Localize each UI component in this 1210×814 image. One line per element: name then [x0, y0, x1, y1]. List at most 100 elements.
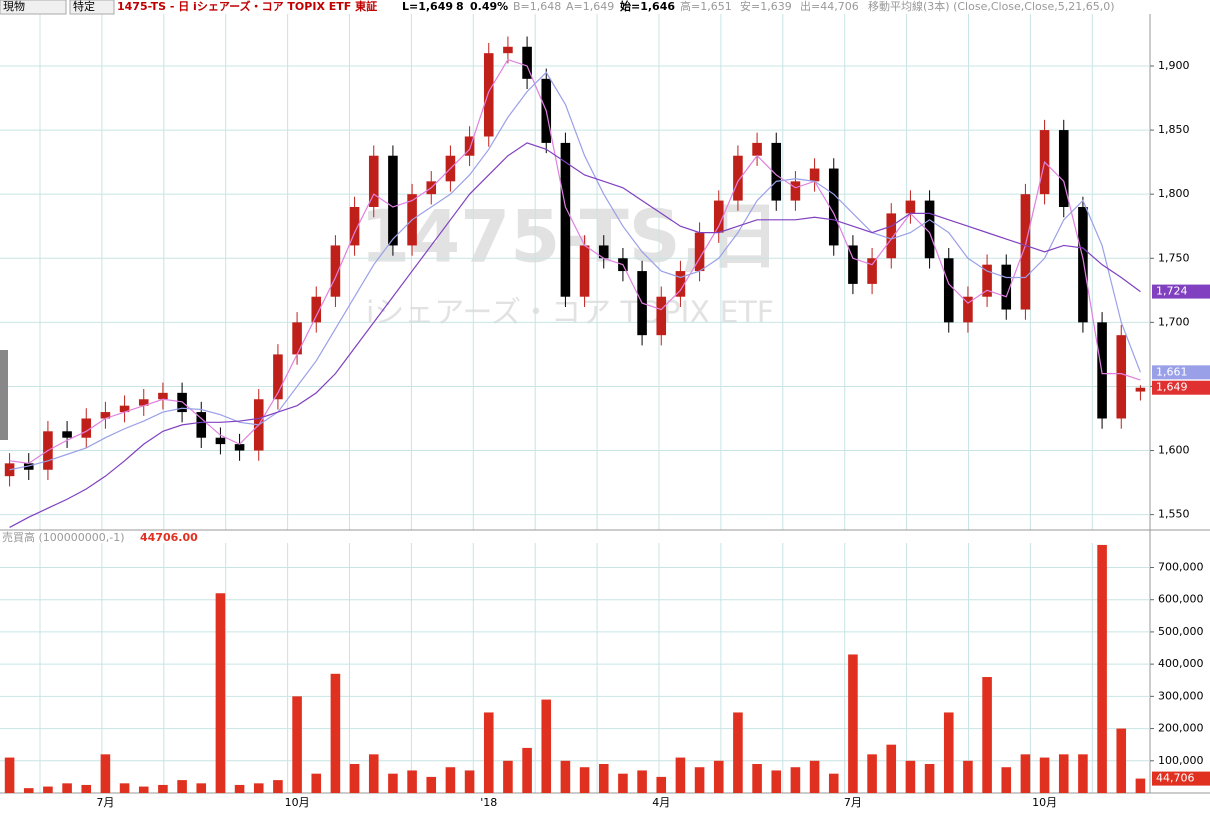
y-tick-label: 1,600: [1158, 444, 1190, 457]
volume-bar: [848, 654, 858, 793]
tax-select[interactable]: [69, 0, 115, 15]
header-ask: A=1,649: [566, 0, 614, 13]
x-tick-label: '18: [480, 796, 497, 809]
candle-body: [349, 206, 360, 246]
x-tick-label: 10月: [1032, 796, 1057, 809]
volume-current: 44706.00: [140, 531, 198, 544]
y-tick-label: 700,000: [1158, 560, 1204, 573]
volume-bar: [905, 760, 916, 793]
candle-body: [81, 418, 92, 438]
moving-average: [9, 71, 1141, 471]
candle-body: [330, 245, 341, 297]
volume-bar: [713, 760, 724, 793]
volume-bar: [924, 764, 935, 793]
candle-body: [828, 168, 839, 246]
tax-text: 特定: [73, 0, 95, 13]
candle-body: [273, 354, 283, 400]
volume-bar: [138, 786, 149, 793]
volume-bar: [23, 788, 34, 793]
account-select[interactable]: [0, 0, 67, 15]
header-open: 始=1,646: [620, 0, 675, 13]
candle-body: [924, 200, 935, 259]
volume-bar: [215, 593, 226, 793]
x-tick-label: 4月: [652, 796, 670, 809]
candle-body: [1058, 130, 1069, 207]
candle-body: [867, 258, 877, 284]
header-indicator: 移動平均線(3本) (Close,Close,Close,5,21,65,0): [868, 0, 1115, 13]
last-value-label: 44,706: [1156, 772, 1195, 785]
volume-bar: [1001, 767, 1012, 793]
candle-body: [579, 245, 590, 297]
volume-bar: [177, 780, 187, 793]
y-tick-label: 400,000: [1158, 657, 1204, 670]
moving-average: [9, 58, 1141, 464]
candle-body: [464, 136, 475, 156]
candle-body: [483, 53, 494, 137]
volume-bar: [790, 767, 801, 793]
volume-bar: [388, 773, 398, 793]
candle-body: [158, 392, 168, 400]
account-text: 現物: [3, 0, 25, 13]
candle-body: [809, 168, 820, 182]
candle-body: [62, 431, 72, 438]
volume-bar: [963, 760, 973, 793]
volume-bar: [809, 760, 820, 793]
volume-bar: [234, 784, 245, 793]
candle-body: [982, 264, 992, 297]
volume-bar: [368, 754, 379, 793]
last-value-label: 1,661: [1156, 365, 1188, 378]
candle-body: [388, 155, 398, 246]
candle-body: [771, 142, 782, 201]
volume-title: 売買高 (100000000,-1): [2, 530, 125, 544]
volume-bar: [407, 770, 417, 793]
volume-bar: [311, 773, 322, 793]
volume-bar: [464, 770, 475, 793]
y-tick-label: 100,000: [1158, 754, 1204, 767]
volume-bar: [483, 712, 494, 793]
candle-body: [694, 232, 705, 272]
volume-bar: [445, 767, 456, 793]
last-value-label: 1,649: [1156, 381, 1188, 394]
candle-body: [848, 245, 858, 284]
volume-bar: [62, 783, 72, 793]
volume-bar: [81, 784, 92, 793]
volume-bar: [1097, 544, 1107, 793]
y-tick-label: 300,000: [1158, 689, 1204, 702]
volume-bar: [637, 770, 647, 793]
y-tick-label: 500,000: [1158, 625, 1204, 638]
candle-body: [675, 271, 686, 297]
scroll-handle[interactable]: [0, 350, 8, 440]
x-tick-label: 7月: [96, 796, 114, 809]
header-volume: 出=44,706: [800, 0, 859, 13]
volume-bar: [253, 783, 264, 793]
volume-bar: [1020, 754, 1031, 793]
x-tick-label: 7月: [844, 796, 862, 809]
volume-bar: [828, 773, 839, 793]
y-tick-label: 1,900: [1158, 59, 1190, 72]
volume-bar: [771, 770, 782, 793]
volume-bar: [292, 696, 302, 793]
volume-bar: [522, 747, 532, 793]
volume-bar: [656, 776, 667, 793]
candle-body: [1020, 194, 1031, 310]
volume-bar: [330, 673, 341, 793]
volume-bar: [675, 757, 686, 793]
volume-bar: [1135, 778, 1146, 793]
volume-bar: [598, 764, 609, 793]
volume-bar: [579, 767, 590, 793]
y-tick-label: 600,000: [1158, 593, 1204, 606]
volume-bar: [100, 754, 111, 793]
candle-body: [943, 258, 954, 323]
y-tick-label: 1,550: [1158, 508, 1190, 521]
candle-body: [752, 142, 762, 156]
header-low: 安=1,639: [740, 0, 792, 13]
y-tick-label: 1,750: [1158, 251, 1190, 264]
header-bid: B=1,648: [513, 0, 561, 13]
volume-bar: [158, 784, 168, 793]
volume-bar: [618, 773, 628, 793]
header-high: 高=1,651: [680, 0, 732, 13]
candle-body: [886, 213, 897, 259]
header-change-pct: 0.49%: [470, 0, 508, 13]
volume-bar: [867, 754, 877, 793]
candle-body: [713, 200, 724, 233]
